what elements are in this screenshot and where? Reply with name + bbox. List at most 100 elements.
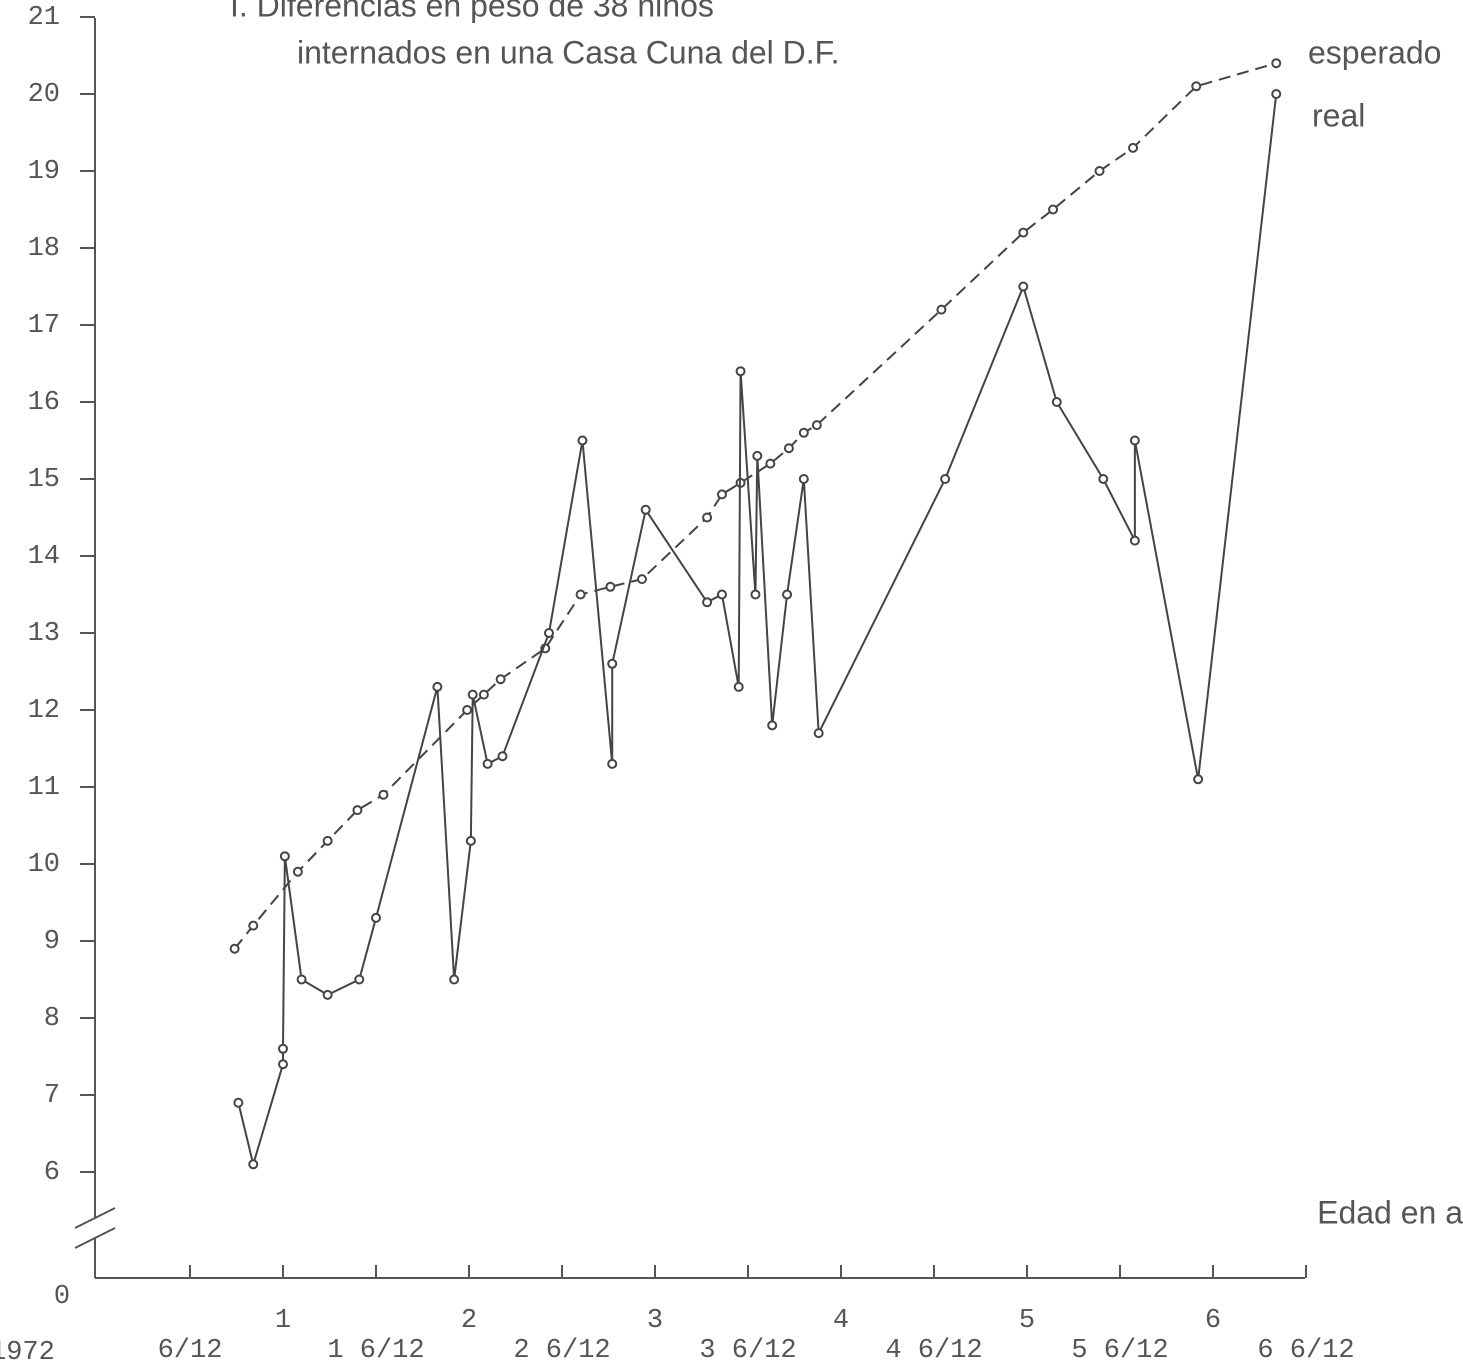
data-point bbox=[940, 474, 951, 484]
data-point bbox=[716, 489, 727, 500]
data-point bbox=[1098, 474, 1109, 484]
data-point bbox=[1191, 81, 1202, 92]
data-point bbox=[432, 681, 443, 692]
data-point bbox=[278, 1059, 288, 1070]
x-tick-label: 4 bbox=[833, 1306, 849, 1336]
data-point bbox=[371, 912, 381, 923]
data-point bbox=[322, 835, 333, 846]
data-point bbox=[733, 681, 744, 692]
data-point bbox=[575, 589, 586, 600]
x-tick-label: 4 6/12 bbox=[885, 1336, 982, 1366]
data-point bbox=[478, 689, 489, 700]
y-tick-label: 20 bbox=[28, 80, 60, 110]
data-point bbox=[495, 674, 506, 685]
data-point bbox=[577, 435, 588, 446]
y-tick-label: 15 bbox=[28, 465, 60, 495]
data-point bbox=[1128, 142, 1139, 153]
data-point bbox=[322, 989, 333, 1000]
data-point bbox=[1271, 58, 1282, 69]
y-tick-label: 9 bbox=[44, 927, 60, 957]
x-axis-label: Edad en a bbox=[1317, 1194, 1463, 1230]
series-line bbox=[237, 93, 1278, 1169]
data-point bbox=[716, 589, 727, 600]
x-tick-label: 5 bbox=[1019, 1306, 1035, 1336]
data-point bbox=[605, 581, 616, 592]
data-point bbox=[811, 420, 822, 431]
series-line bbox=[233, 62, 1277, 950]
y-tick-label: 13 bbox=[28, 619, 60, 649]
data-point bbox=[482, 758, 493, 769]
x-tick-label: 5 6/12 bbox=[1071, 1336, 1168, 1366]
y-tick-label: 17 bbox=[28, 311, 60, 341]
x-tick-label: 6 6/12 bbox=[1257, 1336, 1354, 1366]
data-point bbox=[640, 504, 651, 515]
y-tick-label: 16 bbox=[28, 388, 60, 418]
data-point bbox=[750, 589, 761, 600]
data-point bbox=[1193, 774, 1204, 785]
data-point bbox=[636, 574, 647, 585]
data-point bbox=[783, 443, 794, 454]
data-point bbox=[378, 789, 389, 800]
x-tick-label: 3 6/12 bbox=[699, 1336, 796, 1366]
x-tick-label: 3 bbox=[647, 1306, 663, 1336]
data-point bbox=[798, 474, 809, 484]
y-tick-label: 21 bbox=[28, 3, 60, 33]
axis-break bbox=[74, 1227, 116, 1249]
y-tick-label: 12 bbox=[28, 696, 60, 726]
x-origin-label: 1972 bbox=[0, 1338, 55, 1366]
y-tick-label: 6 bbox=[44, 1158, 60, 1188]
y-tick-label: 18 bbox=[28, 234, 60, 264]
y-tick-label: 8 bbox=[44, 1004, 60, 1034]
y-tick-label: 10 bbox=[28, 850, 60, 880]
data-point bbox=[1018, 227, 1029, 238]
data-point bbox=[765, 458, 776, 469]
data-point bbox=[296, 974, 307, 985]
legend-label: real bbox=[1312, 97, 1365, 133]
data-point bbox=[1051, 397, 1062, 407]
x-tick-label: 1 6/12 bbox=[327, 1336, 424, 1366]
data-point bbox=[279, 851, 290, 862]
x-tick-label: 6/12 bbox=[158, 1336, 223, 1366]
data-point bbox=[936, 304, 947, 315]
data-point bbox=[462, 705, 473, 715]
data-point bbox=[1018, 281, 1029, 292]
chart-title: I. Diferencias en peso de 38 niños bbox=[230, 0, 714, 23]
data-point bbox=[354, 974, 365, 985]
y-tick-label: 7 bbox=[44, 1081, 60, 1111]
data-point bbox=[1129, 535, 1140, 546]
y-tick-label: 11 bbox=[28, 773, 60, 803]
data-point bbox=[607, 758, 618, 769]
legend-label: esperado bbox=[1308, 34, 1441, 70]
data-point bbox=[735, 366, 746, 377]
x-tick-label: 2 6/12 bbox=[513, 1336, 610, 1366]
data-point bbox=[233, 1097, 244, 1108]
chart-title: internados en una Casa Cuna del D.F. bbox=[297, 34, 840, 70]
data-point bbox=[752, 450, 763, 461]
y-break-label: 0 bbox=[54, 1282, 70, 1312]
y-tick-label: 19 bbox=[28, 157, 60, 187]
data-point bbox=[352, 805, 363, 816]
data-point bbox=[278, 1043, 288, 1054]
data-point bbox=[702, 512, 713, 523]
axes bbox=[74, 18, 1305, 1279]
data-point bbox=[767, 720, 778, 731]
data-point bbox=[607, 658, 618, 669]
data-point bbox=[543, 628, 554, 638]
data-point bbox=[229, 943, 240, 954]
data-point bbox=[467, 689, 478, 700]
data-point bbox=[449, 974, 460, 985]
data-point bbox=[248, 920, 259, 931]
data-point bbox=[813, 728, 824, 739]
data-point bbox=[292, 866, 303, 877]
x-tick-label: 6 bbox=[1205, 1306, 1221, 1336]
x-tick-label: 1 bbox=[275, 1306, 291, 1336]
data-point bbox=[782, 589, 793, 600]
x-tick-label: 2 bbox=[461, 1306, 477, 1336]
data-point bbox=[465, 835, 476, 846]
data-point bbox=[248, 1159, 259, 1170]
data-point bbox=[1129, 435, 1140, 446]
y-tick-label: 14 bbox=[28, 542, 60, 572]
axis-break bbox=[74, 1207, 116, 1229]
